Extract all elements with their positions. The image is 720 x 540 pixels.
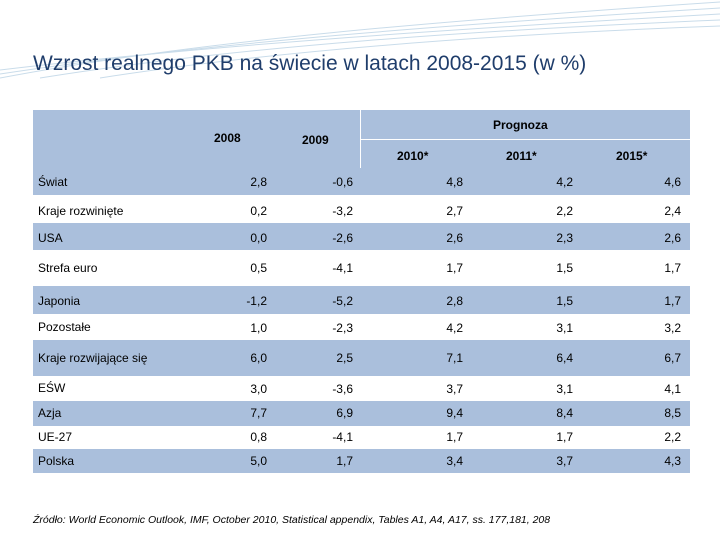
table-cell: -1,2 <box>246 294 267 308</box>
table-cell: -4,1 <box>332 261 353 275</box>
header-2008: 2008 <box>214 131 241 145</box>
table-cell: 4,2 <box>556 175 573 189</box>
table-cell: 5,0 <box>250 454 267 468</box>
table-header <box>33 110 690 172</box>
table-cell: 1,7 <box>664 294 681 308</box>
table-cell: 6,4 <box>556 351 573 365</box>
table-cell: 6,9 <box>336 406 353 420</box>
table-row: USA 0,0 -2,6 2,6 2,3 2,6 <box>33 223 690 250</box>
table-cell: 2,6 <box>664 231 681 245</box>
table-cell: 0,2 <box>250 204 267 218</box>
table-cell: 2,8 <box>446 294 463 308</box>
table-cell: 3,0 <box>250 382 267 396</box>
table-cell: -3,6 <box>332 382 353 396</box>
table-cell: 1,5 <box>556 261 573 275</box>
table-cell: 3,4 <box>446 454 463 468</box>
table-cell: 1,5 <box>556 294 573 308</box>
table-cell: 0,8 <box>250 430 267 444</box>
table-cell: 4,6 <box>664 175 681 189</box>
table-cell: 2,3 <box>556 231 573 245</box>
table-row: Kraje rozwinięte 0,2 -3,2 2,7 2,2 2,4 <box>33 195 690 223</box>
row-label: Strefa euro <box>38 261 98 275</box>
table-cell: 1,7 <box>556 430 573 444</box>
table-cell: 3,1 <box>556 382 573 396</box>
table-cell: 4,1 <box>664 382 681 396</box>
table-cell: 2,8 <box>250 175 267 189</box>
table-row: Strefa euro 0,5 -4,1 1,7 1,5 1,7 <box>33 250 690 286</box>
header-2011: 2011* <box>506 149 537 163</box>
table-cell: 7,7 <box>250 406 267 420</box>
table-cell: 3,7 <box>446 382 463 396</box>
table-cell: 1,0 <box>250 321 267 335</box>
row-label: Polska <box>38 454 75 468</box>
row-label: Świat <box>38 175 68 189</box>
table-cell: 3,7 <box>556 454 573 468</box>
table-cell: -0,6 <box>332 175 353 189</box>
table-cell: 8,5 <box>664 406 681 420</box>
header-2009: 2009 <box>302 133 329 147</box>
table-row: Kraje rozwijające się 6,0 2,5 7,1 6,4 6,… <box>33 340 690 376</box>
table-row: Azja 7,7 6,9 9,4 8,4 8,5 <box>33 401 690 426</box>
table-cell: 3,1 <box>556 321 573 335</box>
table-cell: 1,7 <box>336 454 353 468</box>
row-label: Kraje rozwijające się <box>38 351 148 365</box>
table-cell: 1,7 <box>446 261 463 275</box>
table-row: EŚW 3,0 -3,6 3,7 3,1 4,1 <box>33 376 690 401</box>
table-row: UE-27 0,8 -4,1 1,7 1,7 2,2 <box>33 426 690 449</box>
table-cell: 4,2 <box>446 321 463 335</box>
table-cell: 6,0 <box>250 351 267 365</box>
table-cell: 8,4 <box>556 406 573 420</box>
table-cell: 0,5 <box>250 261 267 275</box>
row-label: Kraje rozwinięte <box>38 204 124 218</box>
table-row: Japonia -1,2 -5,2 2,8 1,5 1,7 <box>33 286 690 314</box>
table-cell: 6,7 <box>664 351 681 365</box>
row-label: EŚW <box>38 381 66 395</box>
table-cell: 4,8 <box>446 175 463 189</box>
decorative-swoosh <box>0 1 720 79</box>
table-cell: -3,2 <box>332 204 353 218</box>
table-cell: -2,3 <box>332 321 353 335</box>
table-cell: 2,5 <box>336 351 353 365</box>
header-2015: 2015* <box>616 149 648 163</box>
table-cell: 2,2 <box>664 430 681 444</box>
table-cell: 2,7 <box>446 204 463 218</box>
table-cell: 9,4 <box>446 406 463 420</box>
table-row: Polska 5,0 1,7 3,4 3,7 4,3 <box>33 449 690 473</box>
table-cell: 7,1 <box>446 351 463 365</box>
page-title: Wzrost realnego PKB na świecie w latach … <box>33 52 587 75</box>
table-row: Świat 2,8 -0,6 4,8 4,2 4,6 <box>33 168 690 195</box>
table-cell: 1,7 <box>664 261 681 275</box>
table-cell: -4,1 <box>332 430 353 444</box>
table-cell: -2,6 <box>332 231 353 245</box>
row-label: Pozostałe <box>38 320 91 334</box>
header-2010: 2010* <box>397 149 429 163</box>
table-cell: 1,7 <box>446 430 463 444</box>
table-cell: 4,3 <box>664 454 681 468</box>
table-cell: 3,2 <box>664 321 681 335</box>
source-note: Źródło: World Economic Outlook, IMF, Oct… <box>33 514 551 526</box>
table-cell: 0,0 <box>250 231 267 245</box>
row-label: UE-27 <box>38 430 73 444</box>
table-cell: 2,2 <box>556 204 573 218</box>
table-cell: 2,4 <box>664 204 681 218</box>
row-label: Japonia <box>38 294 81 308</box>
row-label: USA <box>38 231 63 245</box>
table-cell: 2,6 <box>446 231 463 245</box>
row-label: Azja <box>38 406 62 420</box>
header-forecast: Prognoza <box>493 118 548 132</box>
table-row: Pozostałe 1,0 -2,3 4,2 3,1 3,2 <box>33 314 690 340</box>
table-cell: -5,2 <box>332 294 353 308</box>
